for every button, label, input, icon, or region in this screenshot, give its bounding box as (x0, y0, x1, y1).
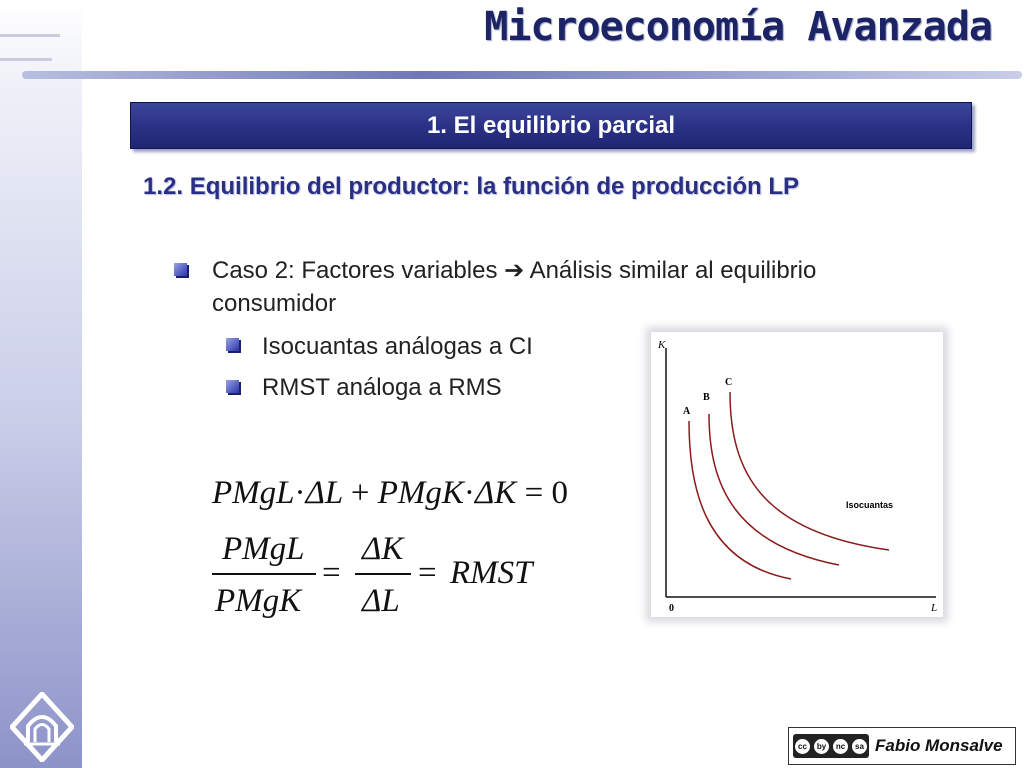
formula-equals: = (524, 475, 544, 511)
cc-icon: cc (794, 737, 811, 755)
isoquant-figure: K L 0 A B C Isocuantas (651, 332, 943, 617)
fraction-1-bar (212, 573, 316, 575)
bullet-icon (174, 263, 187, 276)
university-logo-icon (10, 692, 74, 762)
bullet-text: Caso 2: Factores variables ➔ Análisis si… (212, 254, 816, 320)
creative-commons-icon: cc by nc sa (793, 734, 869, 758)
formula-term: ΔK (474, 475, 517, 511)
fraction-2-denominator: ΔL (362, 583, 400, 619)
formula-line-1: PMgL·ΔL + PMgK·ΔK = 0 (212, 475, 568, 512)
subbullet-text: Isocuantas análogas a CI (262, 333, 533, 360)
formula-plus: + (350, 475, 370, 511)
bullet-line: consumidor (212, 290, 337, 317)
formula-zero: 0 (551, 475, 568, 511)
fraction-2-bar (355, 573, 411, 575)
formula-term: PMgK (377, 475, 464, 511)
fraction-2-numerator: ΔK (362, 531, 404, 567)
isoquant-annotation: Isocuantas (846, 500, 893, 510)
sidebar-gradient (0, 0, 82, 768)
y-axis-label: K (657, 339, 666, 351)
formula-term: PMgL (212, 475, 295, 511)
fraction-1-numerator: PMgL (222, 531, 305, 567)
isoquant-curve-a (688, 420, 792, 580)
bullet-line: Caso 2: Factores variables ➔ Análisis si… (212, 257, 817, 284)
sa-icon: sa (851, 737, 868, 755)
by-icon: by (813, 737, 830, 755)
isoquant-chart: K L 0 A B C Isocuantas (657, 339, 937, 614)
fraction-1-denominator: PMgK (215, 583, 302, 619)
section-title-bar: 1. El equilibrio parcial (130, 102, 972, 149)
formula-dot: · (463, 475, 475, 511)
bullet-icon (226, 338, 239, 351)
formula-equals: = (418, 555, 437, 591)
origin-label: 0 (669, 603, 674, 614)
curve-label-b: B (703, 392, 710, 403)
isoquant-curve-c (729, 391, 890, 551)
formula-rmst: RMST (450, 555, 533, 591)
decorative-line (0, 34, 60, 37)
author-name: Fabio Monsalve (875, 736, 1003, 755)
section-title: 1. El equilibrio parcial (426, 112, 676, 139)
subbullet-text: RMST análoga a RMS (262, 374, 502, 401)
decorative-line (0, 58, 52, 61)
curve-label-c: C (725, 377, 732, 388)
formula-equals: = (322, 555, 341, 591)
bullet-icon (226, 380, 239, 393)
author-badge[interactable]: cc by nc sa Fabio Monsalve (788, 727, 1016, 765)
header-title: Microeconomía Avanzada (484, 4, 993, 50)
isoquant-curve-b (708, 413, 840, 566)
curve-label-a: A (683, 406, 691, 417)
x-axis-label: L (930, 602, 937, 614)
header-rule (22, 71, 1022, 79)
formula-term: ΔL (305, 475, 343, 511)
slide-subtitle: 1.2. Equilibrio del productor: la funció… (143, 173, 800, 200)
formula-dot: · (294, 475, 306, 511)
nc-icon: nc (832, 737, 849, 755)
